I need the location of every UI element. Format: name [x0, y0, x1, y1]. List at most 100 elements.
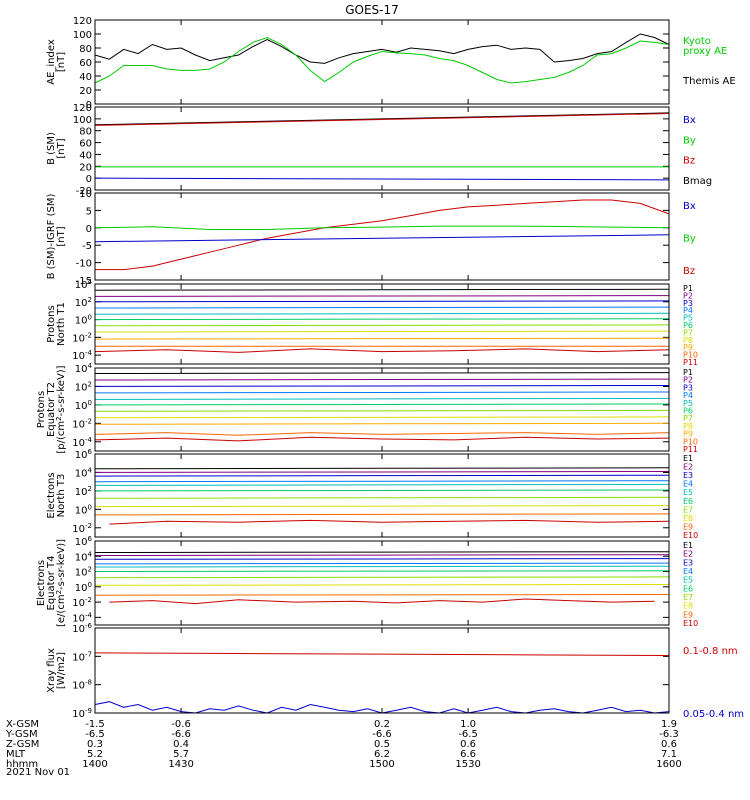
series-line-9 — [94, 337, 670, 340]
y-tick-label: 10-2 — [72, 596, 92, 609]
y-axis-label: [p/(cm2-s-sr-keV)] — [55, 365, 67, 453]
y-tick-label: 104 — [75, 466, 93, 479]
legend-entry: E3 — [683, 558, 693, 567]
legend-entry: E6 — [683, 497, 693, 506]
legend-entry: P9 — [683, 430, 693, 439]
y-tick-label: 120 — [73, 16, 92, 27]
time-axis-value: -6.3 — [659, 729, 679, 740]
y-tick-label: -5 — [82, 241, 92, 252]
y-tick-label: 20 — [79, 86, 92, 97]
plot-title: GOES-17 — [345, 3, 399, 17]
legend-entry: Bz — [683, 266, 695, 277]
time-axis-value: 0.3 — [87, 739, 103, 750]
legend-entry: P2 — [683, 291, 693, 300]
panel-frame — [94, 627, 670, 714]
series-line-9 — [94, 513, 670, 516]
time-axis-value: 0.6 — [460, 739, 476, 750]
legend-entry: P5 — [683, 314, 693, 323]
legend-entry: P1 — [683, 284, 693, 293]
legend-entry: Bmag — [683, 176, 712, 187]
series-line-3 — [94, 234, 670, 243]
legend-entry: E4 — [683, 480, 693, 489]
legend-entry: proxy AE — [683, 46, 727, 57]
legend-entry: P10 — [683, 351, 698, 360]
y-axis-label: [nT] — [56, 226, 67, 246]
y-axis-label: Xray flux — [46, 648, 57, 693]
series-line-7 — [94, 576, 670, 579]
series-line-8 — [94, 416, 670, 419]
time-axis-value: -0.6 — [171, 719, 191, 730]
y-tick-label: -20 — [76, 186, 92, 197]
series-line-3 — [94, 300, 670, 303]
legend-entry: Themis AE — [682, 76, 736, 87]
series-line-4 — [94, 391, 670, 394]
series-line-4 — [94, 480, 670, 483]
time-axis-value: -6.6 — [171, 729, 191, 740]
panel-frame — [94, 192, 670, 281]
time-axis-value: 7.1 — [661, 749, 677, 760]
series-line-9 — [94, 594, 670, 596]
series-line-3 — [94, 385, 670, 387]
series-line-1 — [94, 551, 670, 553]
y-tick-label: 60 — [79, 58, 92, 69]
series-line-5 — [94, 483, 670, 486]
legend-entry: By — [683, 135, 696, 146]
legend-entry: E5 — [683, 488, 693, 497]
time-axis-value: 1.9 — [661, 719, 677, 730]
time-axis-value: 5.2 — [87, 749, 103, 760]
y-tick-label: 10-2 — [72, 522, 92, 535]
panel-frame — [94, 367, 670, 452]
legend-entry: E5 — [683, 576, 693, 585]
time-axis-row-label: Z-GSM — [6, 739, 39, 750]
y-tick-label: 10-2 — [72, 331, 92, 344]
legend-entry: P8 — [683, 336, 693, 345]
legend-entry: Bx — [683, 201, 696, 212]
y-tick-label: 102 — [75, 485, 92, 498]
y-axis-label: B (SM) — [46, 132, 57, 165]
legend-entry: 0.05-0.4 nm — [683, 709, 744, 720]
time-axis-value: -6.6 — [372, 729, 392, 740]
y-tick-label: 104 — [75, 278, 93, 291]
series-line-1 — [94, 652, 670, 656]
y-axis-label: Equator T4 — [46, 556, 57, 611]
y-tick-label: 102 — [75, 380, 92, 393]
y-tick-label: 40 — [79, 72, 92, 83]
legend-entry: P7 — [683, 328, 693, 337]
panel-frame — [94, 540, 670, 626]
y-tick-label: 106 — [75, 535, 93, 548]
legend-entry: P6 — [683, 321, 693, 330]
y-tick-label: 80 — [79, 127, 92, 138]
y-tick-label: 102 — [75, 566, 92, 579]
legend-entry: P9 — [683, 343, 693, 352]
y-tick-label: 104 — [75, 550, 93, 563]
y-tick-label: 100 — [75, 503, 92, 516]
legend-entry: By — [683, 234, 696, 245]
y-tick-label: 10-4 — [72, 349, 92, 362]
y-tick-label: 10-8 — [72, 679, 92, 692]
y-tick-label: 100 — [73, 115, 92, 126]
panel-frame — [94, 453, 670, 538]
y-tick-label: 10 — [79, 189, 92, 200]
series-line-5 — [94, 565, 670, 568]
series-line-1 — [94, 372, 670, 374]
y-axis-label: [W/m2] — [56, 652, 67, 689]
legend-entry: E1 — [683, 541, 693, 550]
y-tick-label: 0 — [86, 224, 92, 235]
time-axis-value: -1.5 — [85, 719, 105, 730]
y-tick-label: 100 — [75, 399, 92, 412]
series-line-2 — [94, 471, 670, 473]
time-axis-value: 0.6 — [661, 739, 677, 750]
legend-entry: P2 — [683, 376, 693, 385]
y-tick-label: 104 — [75, 362, 93, 375]
series-line-2 — [94, 36, 670, 84]
series-line-1 — [94, 467, 670, 470]
series-line-10 — [109, 598, 655, 605]
series-line-5 — [94, 312, 670, 315]
series-line-9 — [94, 422, 670, 425]
series-line-4 — [94, 177, 670, 181]
legend-entry: E9 — [683, 610, 693, 619]
series-line-11 — [94, 436, 670, 442]
